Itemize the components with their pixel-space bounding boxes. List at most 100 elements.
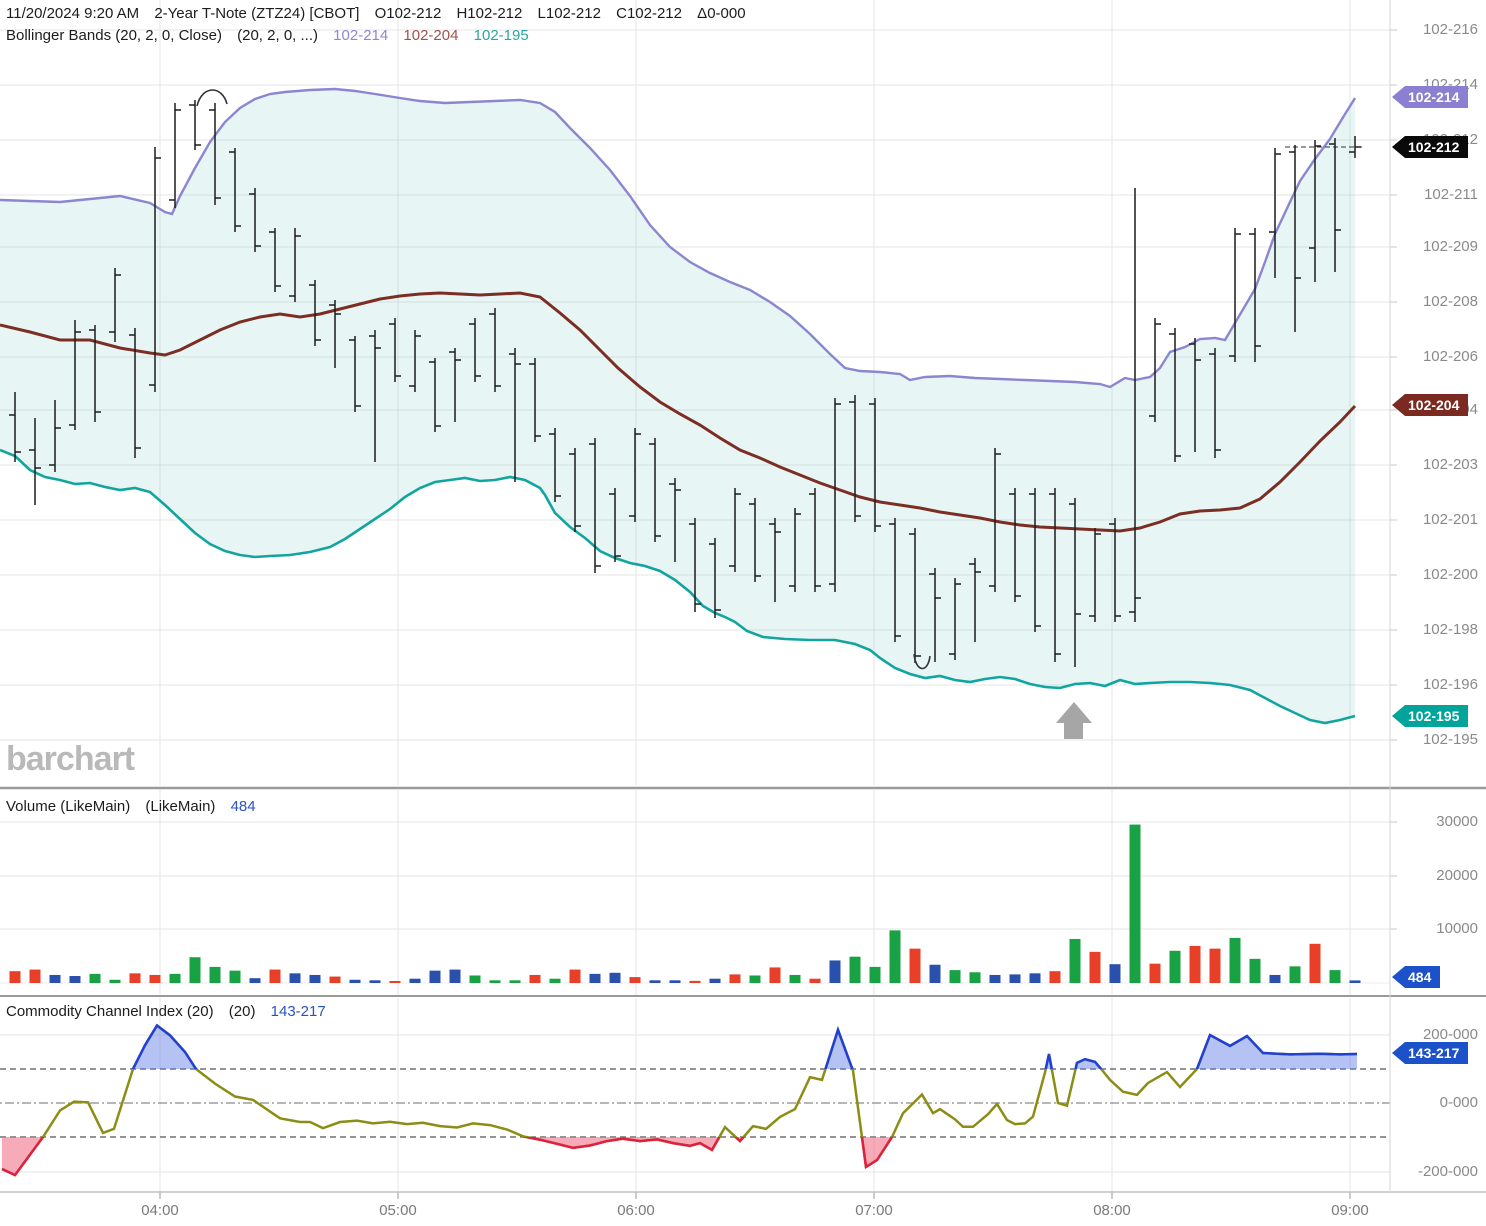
- volume-bar: [249, 978, 261, 983]
- bollinger-upper-line: [0, 87, 1357, 389]
- volume-bar: [569, 969, 581, 983]
- volume-bar: [1169, 950, 1181, 983]
- volume-bar: [709, 978, 721, 983]
- volume-bar: [269, 969, 281, 983]
- volume-bar: [989, 974, 1001, 983]
- volume-bar: [149, 974, 161, 983]
- cci-label: Commodity Channel Index (20): [6, 1003, 214, 1020]
- volume-bar: [869, 966, 881, 983]
- volume-bar: [829, 960, 841, 983]
- volume-params: (LikeMain): [145, 798, 216, 815]
- barchart-logo: barchart: [6, 740, 135, 778]
- cci-value: 143-217: [270, 1003, 326, 1020]
- legend-datetime: 11/20/2024 9:20 AM: [6, 5, 140, 22]
- cci-params: (20): [228, 1003, 256, 1020]
- volume-bar: [1269, 974, 1281, 983]
- bollinger-upper-value: 102-214: [333, 27, 389, 44]
- volume-bar: [209, 966, 221, 983]
- volume-bar: [1109, 964, 1121, 983]
- volume-bar: [649, 980, 661, 983]
- volume-bar: [229, 970, 241, 983]
- high-arc-annotation: [196, 89, 228, 107]
- volume-bar: [409, 978, 421, 983]
- volume-bar: [849, 956, 861, 983]
- volume-bar: [589, 973, 601, 983]
- volume-bar: [329, 976, 341, 983]
- volume-bar: [1309, 943, 1321, 983]
- volume-bar: [609, 972, 621, 983]
- volume-bar: [309, 974, 321, 983]
- volume-bar: [749, 975, 761, 983]
- volume-bar: [189, 957, 201, 983]
- volume-bar: [489, 980, 501, 983]
- volume-bar: [289, 973, 301, 983]
- volume-bar: [89, 973, 101, 983]
- volume-bar: [929, 964, 941, 983]
- bollinger-label: Bollinger Bands (20, 2, 0, Close): [6, 27, 222, 44]
- volume-bar: [809, 978, 821, 983]
- volume-bar: [69, 976, 81, 983]
- volume-bar: [1329, 970, 1341, 983]
- volume-bar: [449, 969, 461, 983]
- volume-bar: [1289, 966, 1301, 983]
- volume-bar: [1129, 824, 1141, 983]
- volume-bar: [49, 974, 61, 983]
- volume-bar: [629, 977, 641, 983]
- volume-bar: [129, 973, 141, 983]
- volume-bar: [109, 979, 121, 983]
- cci-oversold-fill: [2, 1137, 1357, 1176]
- volume-bar: [1349, 980, 1361, 983]
- cci-line: [1, 1023, 1358, 1177]
- low-arc-annotation: [913, 653, 931, 670]
- legend-open: O102-212: [374, 5, 442, 22]
- cci-overbought-fill: [2, 1025, 1357, 1069]
- volume-bar: [669, 980, 681, 983]
- bollinger-lower-line: [0, 448, 1356, 725]
- volume-bar: [349, 979, 361, 983]
- volume-bar: [469, 975, 481, 983]
- volume-legend: Volume (LikeMain) (LikeMain) 484: [6, 798, 267, 815]
- volume-bar: [509, 980, 521, 983]
- volume-bar: [9, 971, 21, 983]
- volume-bar: [389, 981, 401, 983]
- legend-symbol: 2-Year T-Note (ZTZ24) [CBOT]: [154, 5, 360, 22]
- volume-value: 484: [230, 798, 256, 815]
- bollinger-lower-value: 102-195: [473, 27, 529, 44]
- volume-bar: [909, 948, 921, 983]
- bollinger-fill: [0, 89, 1355, 723]
- volume-bar: [1089, 951, 1101, 983]
- volume-bar: [29, 969, 41, 983]
- legend-close: C102-212: [616, 5, 682, 22]
- volume-bar: [889, 930, 901, 983]
- volume-bar: [529, 974, 541, 983]
- bollinger-middle-line: [0, 291, 1357, 533]
- volume-bar: [729, 974, 741, 983]
- volume-bar: [1189, 945, 1201, 983]
- up-arrow-annotation: [1056, 702, 1092, 739]
- bollinger-middle-value: 102-204: [403, 27, 459, 44]
- cci-legend: Commodity Channel Index (20) (20) 143-21…: [6, 1003, 337, 1020]
- legend-low: L102-212: [537, 5, 601, 22]
- volume-bar: [1249, 958, 1261, 983]
- volume-bar: [369, 980, 381, 983]
- volume-bar: [1009, 974, 1021, 983]
- volume-bar: [429, 970, 441, 983]
- legend-high: H102-212: [456, 5, 523, 22]
- volume-bar: [969, 972, 981, 983]
- volume-bar: [949, 970, 961, 983]
- cci-line-oversold: [1, 1137, 894, 1177]
- volume-bar: [549, 978, 561, 983]
- bollinger-params: (20, 2, 0, ...): [237, 27, 318, 44]
- volume-label: Volume (LikeMain): [6, 798, 131, 815]
- bollinger-legend: Bollinger Bands (20, 2, 0, Close) (20, 2…: [6, 27, 540, 44]
- ohlc-legend: 11/20/2024 9:20 AM 2-Year T-Note (ZTZ24)…: [6, 5, 757, 22]
- volume-bar: [169, 973, 181, 983]
- volume-bar: [689, 980, 701, 983]
- volume-bar: [1229, 937, 1241, 983]
- volume-bar: [1069, 938, 1081, 983]
- volume-bar: [1149, 963, 1161, 983]
- volume-bar: [1029, 973, 1041, 983]
- legend-change: Δ0-000: [697, 5, 746, 22]
- cci-line-overbought: [131, 1023, 1358, 1069]
